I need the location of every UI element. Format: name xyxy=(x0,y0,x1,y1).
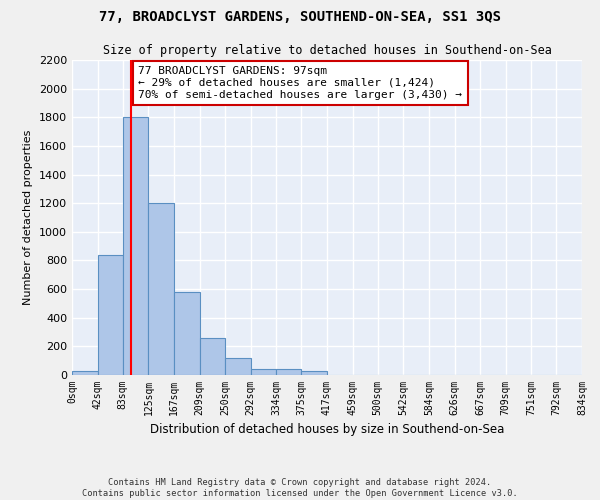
Bar xyxy=(200,338,225,375)
Bar xyxy=(98,254,123,375)
Bar xyxy=(276,368,301,375)
Bar xyxy=(251,368,276,375)
Bar xyxy=(72,372,98,375)
Text: Contains HM Land Registry data © Crown copyright and database right 2024.
Contai: Contains HM Land Registry data © Crown c… xyxy=(82,478,518,498)
Bar xyxy=(301,372,327,375)
Y-axis label: Number of detached properties: Number of detached properties xyxy=(23,130,34,305)
Text: 77 BROADCLYST GARDENS: 97sqm
← 29% of detached houses are smaller (1,424)
70% of: 77 BROADCLYST GARDENS: 97sqm ← 29% of de… xyxy=(139,66,463,100)
Bar xyxy=(225,358,251,375)
X-axis label: Distribution of detached houses by size in Southend-on-Sea: Distribution of detached houses by size … xyxy=(150,424,504,436)
Title: Size of property relative to detached houses in Southend-on-Sea: Size of property relative to detached ho… xyxy=(103,44,551,58)
Text: 77, BROADCLYST GARDENS, SOUTHEND-ON-SEA, SS1 3QS: 77, BROADCLYST GARDENS, SOUTHEND-ON-SEA,… xyxy=(99,10,501,24)
Bar xyxy=(148,203,174,375)
Bar xyxy=(123,118,148,375)
Bar xyxy=(174,292,200,375)
